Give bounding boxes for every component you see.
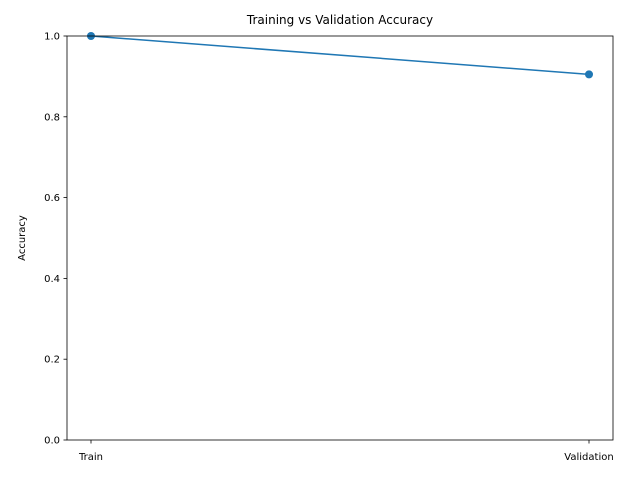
- y-tick-label: 1.0: [44, 32, 60, 43]
- plot-area-frame: [66, 35, 614, 441]
- x-tick-label: Train: [78, 452, 103, 463]
- y-tick-label: 0.0: [44, 436, 60, 447]
- y-tick-label: 0.8: [44, 112, 60, 123]
- x-tick-label: Validation: [564, 452, 613, 463]
- series-layer: [87, 32, 593, 79]
- x-axis-ticks: Train Validation: [78, 440, 614, 463]
- data-point-validation: [585, 70, 593, 79]
- y-axis-ticks: 0.0 0.2 0.4 0.6 0.8 1.0: [44, 32, 67, 447]
- y-tick-label: 0.2: [44, 355, 60, 366]
- y-axis-label: Accuracy: [17, 215, 28, 261]
- chart-title: Training vs Validation Accuracy: [246, 13, 433, 27]
- y-tick-label: 0.4: [44, 274, 60, 285]
- series-line: [90, 35, 590, 76]
- y-tick-label: 0.6: [44, 193, 60, 204]
